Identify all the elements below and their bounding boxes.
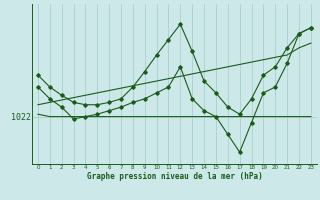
X-axis label: Graphe pression niveau de la mer (hPa): Graphe pression niveau de la mer (hPa) bbox=[86, 172, 262, 181]
